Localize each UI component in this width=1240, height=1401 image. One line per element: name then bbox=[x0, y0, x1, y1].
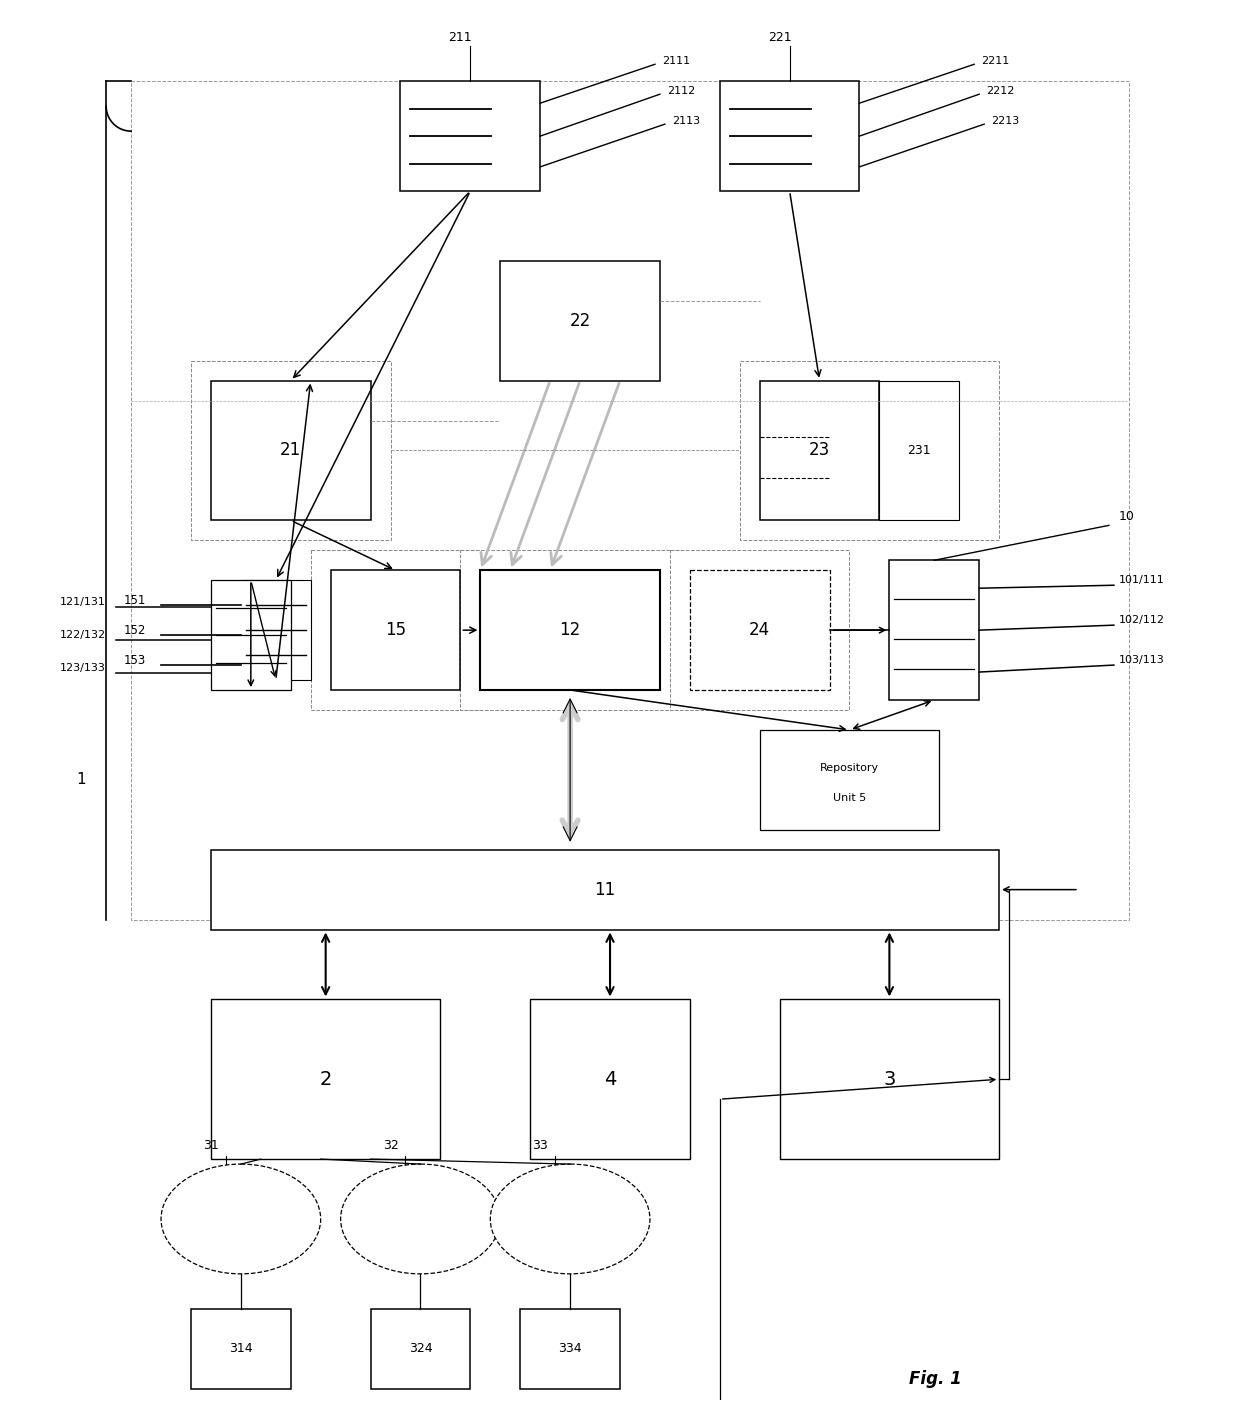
Text: 151: 151 bbox=[124, 594, 146, 607]
Bar bbox=[889, 560, 980, 700]
Bar bbox=[760, 381, 879, 520]
Text: 21: 21 bbox=[280, 441, 301, 460]
Text: Repository: Repository bbox=[820, 764, 879, 773]
Bar bbox=[879, 381, 960, 520]
Bar bbox=[760, 730, 939, 829]
Bar bbox=[780, 999, 999, 1159]
Text: 11: 11 bbox=[594, 881, 615, 898]
Bar bbox=[371, 1309, 470, 1388]
Text: Fig. 1: Fig. 1 bbox=[909, 1370, 962, 1387]
Bar bbox=[531, 999, 689, 1159]
Text: 121/131: 121/131 bbox=[61, 597, 107, 607]
Text: 2211: 2211 bbox=[981, 56, 1009, 66]
Bar bbox=[500, 261, 660, 381]
Text: 24: 24 bbox=[749, 621, 770, 639]
Bar bbox=[211, 580, 290, 691]
Text: 10: 10 bbox=[1118, 510, 1135, 524]
Text: 152: 152 bbox=[124, 623, 146, 636]
Ellipse shape bbox=[341, 1164, 500, 1274]
Text: 31: 31 bbox=[203, 1139, 218, 1152]
Bar bbox=[401, 81, 541, 191]
Text: 102/112: 102/112 bbox=[1118, 615, 1164, 625]
Text: 221: 221 bbox=[768, 31, 791, 45]
Ellipse shape bbox=[490, 1164, 650, 1274]
Text: 2: 2 bbox=[320, 1070, 332, 1089]
Text: 103/113: 103/113 bbox=[1118, 656, 1164, 665]
Bar bbox=[241, 580, 311, 679]
Text: 2111: 2111 bbox=[662, 56, 689, 66]
Text: 12: 12 bbox=[559, 621, 580, 639]
Bar bbox=[131, 81, 1128, 919]
Text: 2212: 2212 bbox=[986, 87, 1014, 97]
Text: 123/133: 123/133 bbox=[61, 663, 107, 672]
Text: Unit 5: Unit 5 bbox=[833, 793, 866, 803]
Text: 23: 23 bbox=[808, 441, 830, 460]
Text: 101/111: 101/111 bbox=[1118, 576, 1164, 586]
Text: 122/132: 122/132 bbox=[60, 630, 107, 640]
Text: 15: 15 bbox=[384, 621, 405, 639]
Text: 2213: 2213 bbox=[991, 116, 1019, 126]
Text: 22: 22 bbox=[569, 312, 590, 329]
Bar bbox=[740, 360, 999, 541]
Bar bbox=[480, 570, 660, 691]
Bar bbox=[689, 570, 830, 691]
Text: 4: 4 bbox=[604, 1070, 616, 1089]
Bar bbox=[331, 570, 460, 691]
Text: 32: 32 bbox=[383, 1139, 398, 1152]
Text: 2113: 2113 bbox=[672, 116, 701, 126]
Text: 153: 153 bbox=[124, 654, 146, 667]
Bar bbox=[211, 849, 999, 929]
Text: 324: 324 bbox=[409, 1342, 433, 1355]
Bar bbox=[670, 551, 849, 710]
Bar bbox=[211, 381, 371, 520]
Text: 2112: 2112 bbox=[667, 87, 696, 97]
Bar bbox=[460, 551, 680, 710]
Bar bbox=[311, 551, 480, 710]
Text: 211: 211 bbox=[449, 31, 472, 45]
Text: 33: 33 bbox=[532, 1139, 548, 1152]
Ellipse shape bbox=[161, 1164, 321, 1274]
Bar bbox=[191, 360, 391, 541]
Text: 231: 231 bbox=[908, 444, 931, 457]
Bar bbox=[211, 999, 440, 1159]
Text: 1: 1 bbox=[76, 772, 86, 787]
Bar bbox=[191, 1309, 290, 1388]
Text: 314: 314 bbox=[229, 1342, 253, 1355]
Text: 334: 334 bbox=[558, 1342, 582, 1355]
Bar bbox=[719, 81, 859, 191]
Bar bbox=[521, 1309, 620, 1388]
Text: 3: 3 bbox=[883, 1070, 895, 1089]
